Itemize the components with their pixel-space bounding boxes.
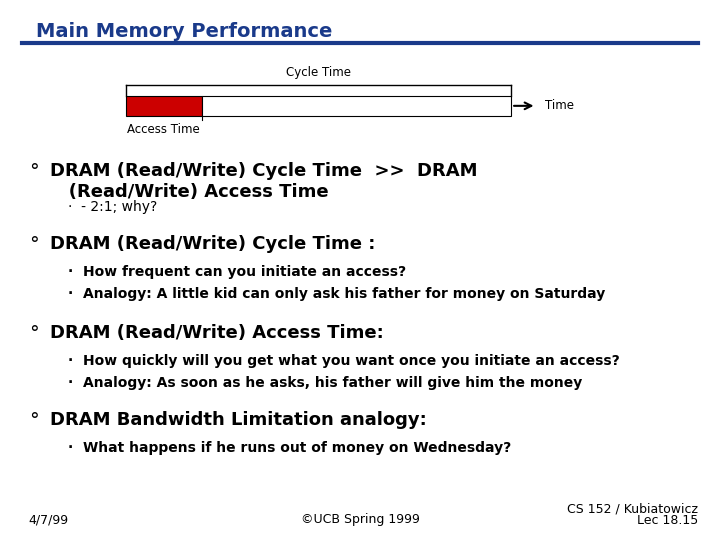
Text: Lec 18.15: Lec 18.15 — [637, 514, 698, 526]
Text: ·  What happens if he runs out of money on Wednesday?: · What happens if he runs out of money o… — [68, 441, 512, 455]
Text: CS 152 / Kubiatowicz: CS 152 / Kubiatowicz — [567, 503, 698, 516]
Text: DRAM Bandwidth Limitation analogy:: DRAM Bandwidth Limitation analogy: — [50, 411, 427, 429]
Text: ·  Analogy: A little kid can only ask his father for money on Saturday: · Analogy: A little kid can only ask his… — [68, 287, 606, 301]
Text: DRAM (Read/Write) Access Time:: DRAM (Read/Write) Access Time: — [50, 324, 384, 342]
Text: ·  How frequent can you initiate an access?: · How frequent can you initiate an acces… — [68, 265, 407, 279]
Text: 4/7/99: 4/7/99 — [29, 514, 69, 526]
Text: Time: Time — [545, 99, 574, 112]
Text: °: ° — [29, 162, 39, 181]
Text: °: ° — [29, 411, 39, 430]
Text: ©UCB Spring 1999: ©UCB Spring 1999 — [300, 514, 420, 526]
Text: ·  - 2:1; why?: · - 2:1; why? — [68, 200, 158, 214]
Bar — [126, 96, 202, 116]
Text: DRAM (Read/Write) Cycle Time :: DRAM (Read/Write) Cycle Time : — [50, 235, 376, 253]
Text: Main Memory Performance: Main Memory Performance — [36, 22, 333, 40]
Text: Access Time: Access Time — [127, 123, 199, 136]
Text: DRAM (Read/Write) Cycle Time  >>  DRAM
   (Read/Write) Access Time: DRAM (Read/Write) Cycle Time >> DRAM (Re… — [50, 162, 478, 201]
Text: ·  Analogy: As soon as he asks, his father will give him the money: · Analogy: As soon as he asks, his fathe… — [68, 376, 582, 390]
Text: ·  How quickly will you get what you want once you initiate an access?: · How quickly will you get what you want… — [68, 354, 620, 368]
Text: °: ° — [29, 235, 39, 254]
Text: °: ° — [29, 324, 39, 343]
Bar — [202, 96, 511, 116]
Text: Cycle Time: Cycle Time — [286, 66, 351, 79]
